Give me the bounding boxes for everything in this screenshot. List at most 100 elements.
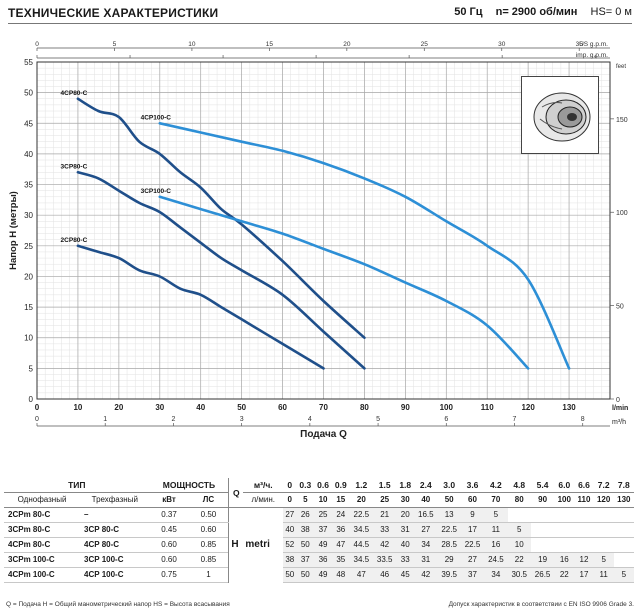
lmin-0: 0 xyxy=(283,492,297,508)
kw-header: кВт xyxy=(149,492,189,508)
curve-label: 2CP80-C xyxy=(61,237,88,244)
head-value: 34.5 xyxy=(349,522,374,538)
power-hp: 0.85 xyxy=(188,552,229,568)
power-kw: 0.45 xyxy=(149,522,189,538)
secondary-x-tick-label: 4 xyxy=(308,416,312,423)
footer-legend: Q = Подача H = Общий манометрический нап… xyxy=(6,601,230,608)
head-value: 31 xyxy=(414,552,438,568)
head-value: 17 xyxy=(574,567,594,583)
curve-3cp80-c xyxy=(76,171,366,370)
head-value: 13 xyxy=(437,507,461,523)
head-value: 34.5 xyxy=(349,552,374,568)
m3h-10: 4.2 xyxy=(484,478,508,493)
x-tick-label: 90 xyxy=(401,403,410,412)
head-value: 26.5 xyxy=(530,567,555,583)
three-phase-model: 3CP 100-C xyxy=(80,552,150,568)
secondary-x-tick-label: 1 xyxy=(103,416,107,423)
x-tick-label: 50 xyxy=(237,403,246,412)
head-value: 42 xyxy=(373,537,397,553)
power-kw: 0.60 xyxy=(149,552,189,568)
table-row: 4CPm 80-C 4CP 80-C 0.60 0.85 52 50 49 47 44.5 42 4… xyxy=(4,537,634,553)
head-value xyxy=(530,522,555,538)
head-value: 19 xyxy=(530,552,555,568)
header-specs: 50 Гц n= 2900 об/мин HS= 0 м xyxy=(444,6,632,18)
head-value: 35 xyxy=(331,552,350,568)
us-gpm-unit: US g.p.m. xyxy=(579,41,608,48)
head-value xyxy=(593,522,614,538)
frequency-label: 50 Гц xyxy=(454,6,483,18)
power-hp: 0.85 xyxy=(188,537,229,553)
head-value: 47 xyxy=(331,537,350,553)
table-row: 4CPm 100-C 4CP 100-C 0.75 1 50 50 49 48 47 46 45 42… xyxy=(4,567,634,583)
m3h-5: 1.5 xyxy=(373,478,397,493)
lmin-11: 80 xyxy=(507,492,531,508)
head-value: 22 xyxy=(554,567,575,583)
lmin-8: 50 xyxy=(437,492,461,508)
type-header: ТИП xyxy=(4,478,150,493)
page-title: ТЕХНИЧЕСКИЕ ХАРАКТЕРИСТИКИ xyxy=(8,6,219,20)
m3h-15: 7.2 xyxy=(593,478,614,493)
lmin-15: 120 xyxy=(593,492,614,508)
m3h-14: 6.6 xyxy=(574,478,594,493)
lmin-12: 90 xyxy=(530,492,555,508)
m3h-1: 0.3 xyxy=(296,478,315,493)
header: ТЕХНИЧЕСКИЕ ХАРАКТЕРИСТИКИ 50 Гц n= 2900… xyxy=(8,6,632,22)
x-tick-label: 120 xyxy=(521,403,535,412)
x-tick-label: 60 xyxy=(278,403,287,412)
y-tick-label: 35 xyxy=(24,181,33,190)
head-value xyxy=(530,507,555,523)
y-tick-label: 40 xyxy=(24,150,33,159)
head-value: 37 xyxy=(460,567,485,583)
head-value: 49 xyxy=(314,537,332,553)
curve-2cp80-c xyxy=(76,244,325,370)
head-value: 50 xyxy=(296,567,315,583)
lmin-7: 40 xyxy=(414,492,438,508)
q-header: Q xyxy=(228,478,244,508)
head-value: 5 xyxy=(507,522,531,538)
curve-label: 4CP100-C xyxy=(141,114,172,121)
m3h-0: 0 xyxy=(283,478,297,493)
x-tick-label: 80 xyxy=(360,403,369,412)
head-value xyxy=(530,537,555,553)
head-value: 36 xyxy=(314,552,332,568)
feet-tick-label: 100 xyxy=(616,210,628,217)
single-phase-model: 2CPm 80-C xyxy=(4,507,81,523)
head-value: 5 xyxy=(613,567,634,583)
imp-gpm-unit: imp. g.p.m. xyxy=(576,52,608,59)
x-tick-label: 70 xyxy=(319,403,328,412)
head-value: 27 xyxy=(414,522,438,538)
x-tick-label: 100 xyxy=(440,403,454,412)
power-hp: 0.50 xyxy=(188,507,229,523)
us-gpm-tick-label: 30 xyxy=(498,41,506,48)
curve-label: 4CP80-C xyxy=(61,90,88,97)
head-value: 40 xyxy=(283,522,297,538)
power-header: МОЩНОСТЬ xyxy=(149,478,229,493)
three-phase-model: 3CP 80-C xyxy=(80,522,150,538)
head-value: 33.5 xyxy=(373,552,397,568)
header-divider xyxy=(8,23,632,24)
y-axis-title: Напор H (метры) xyxy=(8,191,19,270)
lmin-13: 100 xyxy=(554,492,575,508)
y-tick-label: 5 xyxy=(29,364,34,373)
head-value: 11 xyxy=(484,522,508,538)
single-phase-header: Однофазный xyxy=(4,492,81,508)
feet-tick-label: 50 xyxy=(616,304,624,311)
feet-tick-label: 0 xyxy=(616,397,620,404)
plot-frame xyxy=(36,61,611,400)
x-unit-label: l/min xyxy=(612,405,628,412)
head-value: 34 xyxy=(484,567,508,583)
head-value: 50 xyxy=(283,567,297,583)
head-value: 37 xyxy=(296,552,315,568)
head-value: 33 xyxy=(396,552,415,568)
single-phase-model: 4CPm 80-C xyxy=(4,537,81,553)
y-tick-label: 55 xyxy=(24,58,33,67)
lmin-10: 70 xyxy=(484,492,508,508)
m3h-3: 0.9 xyxy=(331,478,350,493)
head-value xyxy=(613,522,634,538)
head-value: 50 xyxy=(296,537,315,553)
lmin-5: 25 xyxy=(373,492,397,508)
x-tick-label: 10 xyxy=(73,403,82,412)
y-tick-label: 50 xyxy=(24,89,33,98)
lmin-6: 30 xyxy=(396,492,415,508)
performance-table: ТИП МОЩНОСТЬ Q м³/ч. 0 0.3 0.6 0.9 1.2 1… xyxy=(4,478,634,583)
